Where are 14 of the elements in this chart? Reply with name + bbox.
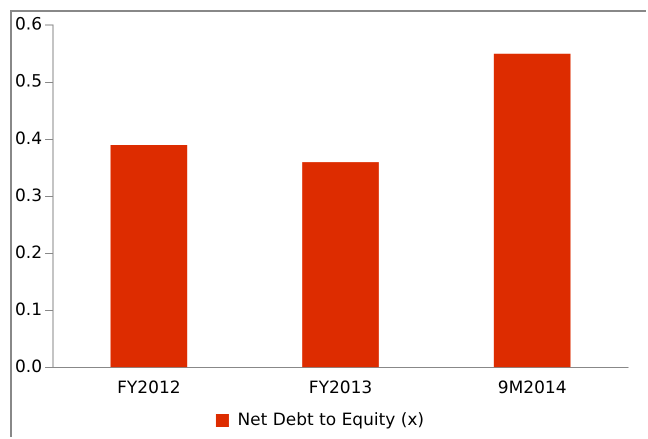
y-tick-label: 0.5	[14, 72, 42, 92]
x-tick-label: 9M2014	[498, 378, 567, 398]
x-tick-label: FY2013	[308, 378, 372, 398]
bar	[302, 162, 379, 368]
x-tick-label: FY2012	[117, 378, 181, 398]
y-tick-label: 0.1	[14, 300, 42, 320]
y-tick-label: 0.3	[14, 186, 42, 206]
y-tick-label: 0.4	[14, 128, 42, 149]
legend-label: Net Debt to Equity (x)	[237, 410, 424, 430]
y-tick-label: 0.6	[14, 14, 42, 35]
y-tick-label: 0.2	[14, 242, 42, 263]
bar	[494, 54, 571, 368]
y-tick-label: 0.0	[14, 357, 42, 378]
bar	[110, 145, 188, 368]
